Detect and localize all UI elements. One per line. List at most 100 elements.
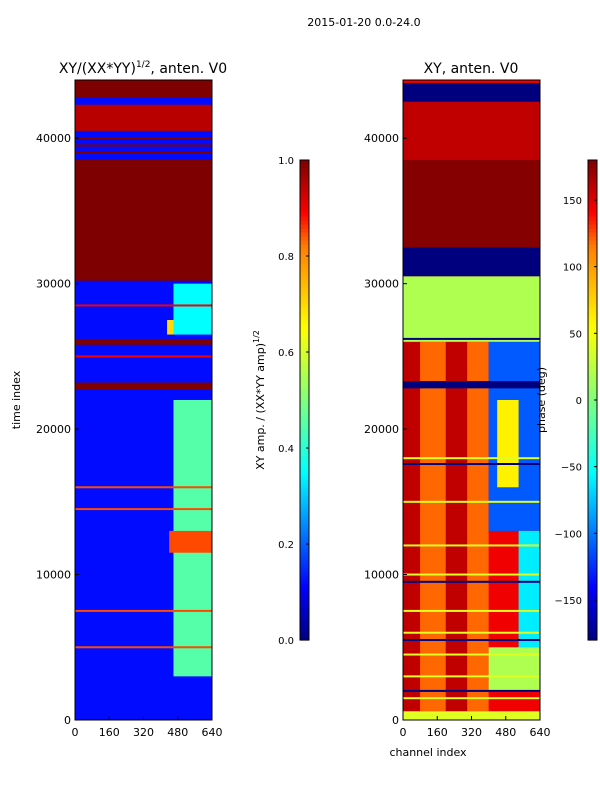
- right-colorbar-segment: [588, 552, 597, 557]
- left-colorbar-segment: [300, 452, 309, 457]
- right-colorbar-segment: [588, 476, 597, 481]
- left-colorbar-segment: [300, 200, 309, 205]
- right-colorbar-segment: [588, 320, 597, 325]
- left-colorbar-segment: [300, 184, 309, 189]
- right-colorbar-segment: [588, 576, 597, 581]
- right-colorbar-segment: [588, 356, 597, 361]
- left-heatmap-line: [75, 137, 212, 140]
- left-colorbar-segment: [300, 232, 309, 237]
- left-colorbar-segment: [300, 276, 309, 281]
- right-colorbar-segment: [588, 228, 597, 233]
- left-colorbar-segment: [300, 588, 309, 593]
- left-colorbar-segment: [300, 548, 309, 553]
- left-colorbar-segment: [300, 180, 309, 185]
- left-colorbar-segment: [300, 600, 309, 605]
- left-colorbar-segment: [300, 292, 309, 297]
- right-y-axis: 0 10000 20000 30000 40000: [364, 132, 407, 727]
- right-colorbar-segment: [588, 336, 597, 341]
- right-heatmap-line: [403, 573, 540, 576]
- left-heatmap-line: [75, 144, 212, 147]
- left-colorbar-segment: [300, 244, 309, 249]
- left-colorbar-segment: [300, 408, 309, 413]
- right-colorbar-segment: [588, 520, 597, 525]
- right-colorbar-tick-label: −100: [555, 529, 582, 540]
- right-colorbar-tick-label: 50: [569, 329, 582, 340]
- left-heatmap-line: [75, 646, 212, 649]
- right-heatmap-line: [403, 639, 540, 641]
- right-colorbar-segment: [588, 492, 597, 497]
- right-colorbar-segment: [588, 392, 597, 397]
- right-colorbar-segment: [588, 400, 597, 405]
- left-colorbar-segment: [300, 168, 309, 173]
- left-colorbar-segment: [300, 316, 309, 321]
- right-colorbar-segment: [588, 180, 597, 185]
- left-colorbar-segment: [300, 592, 309, 597]
- left-colorbar-segment: [300, 440, 309, 445]
- left-colorbar-segment: [300, 268, 309, 273]
- right-colorbar-segment: [588, 512, 597, 517]
- right-colorbar-segment: [588, 572, 597, 577]
- left-x-tick-label: 160: [99, 726, 120, 739]
- right-heatmap-line: [403, 631, 540, 634]
- left-heatmap-band: [75, 80, 212, 98]
- left-colorbar-segment: [300, 188, 309, 193]
- right-colorbar-segment: [588, 524, 597, 529]
- right-y-tick-label: 10000: [364, 569, 399, 582]
- right-colorbar-segment: [588, 504, 597, 509]
- left-colorbar-segment: [300, 636, 309, 641]
- left-colorbar-segment: [300, 444, 309, 449]
- right-colorbar-segment: [588, 344, 597, 349]
- left-colorbar-segment: [300, 284, 309, 289]
- right-y-tick-label: 40000: [364, 132, 399, 145]
- right-colorbar-segment: [588, 596, 597, 601]
- left-colorbar-segment: [300, 580, 309, 585]
- left-colorbar-segment: [300, 492, 309, 497]
- right-colorbar-segment: [588, 484, 597, 489]
- left-colorbar-segment: [300, 388, 309, 393]
- right-colorbar-segment: [588, 224, 597, 229]
- left-colorbar-segment: [300, 584, 309, 589]
- left-colorbar-segment: [300, 412, 309, 417]
- right-colorbar-segment: [588, 472, 597, 477]
- figure-suptitle: 2015-01-20 0.0-24.0: [307, 16, 420, 29]
- right-colorbar-tick-label: 0: [576, 396, 582, 407]
- right-colorbar-segment: [588, 436, 597, 441]
- left-colorbar-segment: [300, 212, 309, 217]
- right-colorbar-segment: [588, 272, 597, 277]
- left-colorbar-segment: [300, 484, 309, 489]
- right-heatmap-feature: [420, 341, 446, 712]
- left-x-tick-label: 480: [167, 726, 188, 739]
- right-heatmap-feature: [518, 530, 540, 648]
- right-colorbar-segment: [588, 628, 597, 633]
- left-y-tick-label: 30000: [36, 278, 71, 291]
- right-colorbar-segment: [588, 500, 597, 505]
- left-heatmap-feature: [169, 530, 212, 553]
- right-colorbar-segment: [588, 296, 597, 301]
- right-colorbar-segment: [588, 432, 597, 437]
- left-colorbar-segment: [300, 560, 309, 565]
- right-colorbar-segment: [588, 376, 597, 381]
- right-colorbar-segment: [588, 248, 597, 253]
- left-colorbar-segment: [300, 476, 309, 481]
- left-colorbar-segment: [300, 236, 309, 241]
- right-colorbar-segment: [588, 260, 597, 265]
- left-colorbar-segment: [300, 304, 309, 309]
- left-x-tick-label: 640: [202, 726, 223, 739]
- left-colorbar-segment: [300, 556, 309, 561]
- left-colorbar-segment: [300, 204, 309, 209]
- right-colorbar-segment: [588, 600, 597, 605]
- left-colorbar-segment: [300, 312, 309, 317]
- right-colorbar-segment: [588, 624, 597, 629]
- left-colorbar-segment: [300, 512, 309, 517]
- right-colorbar-segment: [588, 304, 597, 309]
- left-colorbar-segment: [300, 164, 309, 169]
- right-heatmap: [403, 80, 540, 720]
- left-colorbar-segment: [300, 464, 309, 469]
- right-x-tick-label: 160: [427, 726, 448, 739]
- left-colorbar-segment: [300, 420, 309, 425]
- left-heatmap-line: [75, 609, 212, 612]
- right-colorbar: [588, 160, 597, 641]
- left-x-tick-label: 0: [72, 726, 79, 739]
- right-colorbar-segment: [588, 340, 597, 345]
- right-heatmap-band: [403, 82, 540, 102]
